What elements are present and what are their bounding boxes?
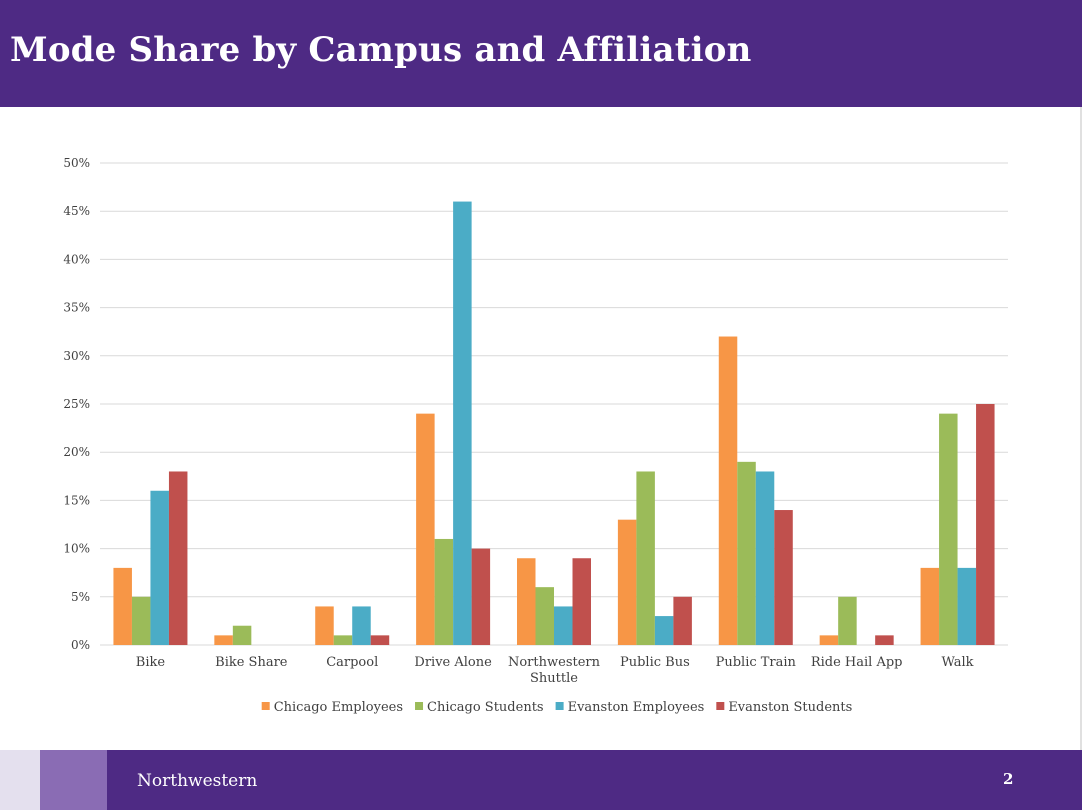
bar [370, 635, 390, 645]
x-tick-label: Bike Share [215, 655, 288, 670]
y-tick-label: 20% [63, 445, 90, 459]
y-tick-label: 50% [63, 156, 90, 170]
legend-swatch [261, 702, 270, 710]
bar [315, 606, 334, 645]
legend-swatch [716, 702, 725, 710]
bar [434, 538, 454, 645]
bar [737, 461, 756, 645]
footer-accent-light [0, 750, 40, 810]
bar [168, 471, 188, 645]
legend-label: Evanston Employees [568, 700, 705, 715]
bar [755, 471, 775, 645]
bar [352, 606, 371, 645]
bar [617, 519, 637, 645]
bar [232, 625, 252, 645]
x-tick-label: Bike [136, 655, 166, 670]
bar [636, 471, 655, 645]
bar [453, 201, 472, 645]
bar [517, 558, 536, 645]
bar [113, 567, 132, 645]
y-tick-label: 15% [63, 493, 90, 507]
slide-body: 0% 5% 10% 15% 20% 25% 30% 35% 40% 45% 50% Bike Bike … [0, 107, 1082, 750]
bar [535, 587, 554, 645]
bar [214, 635, 233, 645]
bar [819, 635, 839, 645]
bar [673, 596, 692, 645]
bar [471, 548, 491, 645]
y-tick-label: 10% [63, 542, 90, 556]
legend-label: Chicago Employees [274, 700, 403, 715]
bar [718, 336, 738, 645]
bar [416, 413, 435, 645]
bar [875, 635, 894, 645]
bar [957, 567, 977, 645]
y-tick-label: 30% [63, 349, 90, 363]
y-tick-label: 35% [63, 301, 90, 315]
page-number: 2 [1003, 770, 1014, 788]
x-tick-label: Public Train [716, 655, 797, 670]
bar [150, 490, 169, 645]
x-tick-label: Shuttle [530, 671, 578, 686]
bar [838, 596, 857, 645]
legend-swatch [555, 702, 564, 710]
footer-accent-mid [40, 750, 107, 810]
legend-swatch [415, 702, 424, 710]
x-tick-label: Walk [942, 655, 974, 670]
bar [333, 635, 353, 645]
bar [939, 413, 958, 645]
bar [976, 404, 995, 645]
y-tick-label: 40% [63, 252, 90, 266]
slide-footer: Northwestern 2 [0, 750, 1082, 810]
x-tick-label: Northwestern [508, 655, 601, 670]
bar [131, 596, 151, 645]
bar [920, 567, 940, 645]
bar [572, 558, 591, 645]
y-tick-label: 25% [63, 397, 90, 411]
bar [554, 606, 573, 645]
x-tick-label: Drive Alone [414, 655, 492, 670]
legend-label: Evanston Students [728, 700, 852, 715]
y-tick-label: 45% [63, 204, 90, 218]
slide-title: Mode Share by Campus and Affiliation [10, 30, 752, 70]
legend-label: Chicago Students [427, 700, 544, 715]
x-tick-label: Public Bus [620, 655, 690, 670]
footer-brand: Northwestern [137, 771, 258, 791]
x-tick-label: Carpool [326, 655, 378, 670]
y-tick-label: 0% [71, 638, 90, 652]
slide-header: Mode Share by Campus and Affiliation [0, 0, 1082, 107]
x-tick-label: Ride Hail App [811, 655, 903, 670]
y-tick-label: 5% [71, 590, 90, 604]
mode-share-chart: 0% 5% 10% 15% 20% 25% 30% 35% 40% 45% 50% Bike Bike … [63, 156, 1008, 715]
bar [654, 616, 674, 645]
bar [774, 510, 793, 645]
